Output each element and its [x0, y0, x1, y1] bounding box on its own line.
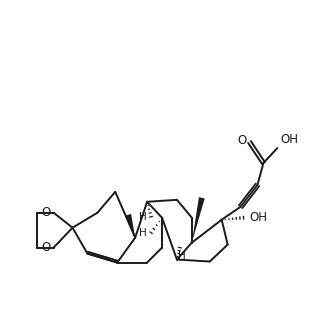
Text: O: O: [41, 241, 50, 254]
Polygon shape: [192, 197, 205, 243]
Text: H: H: [139, 228, 147, 238]
Text: O: O: [237, 134, 246, 147]
Text: OH: OH: [250, 211, 268, 224]
Text: OH: OH: [281, 133, 299, 146]
Text: H: H: [139, 212, 147, 222]
Polygon shape: [125, 214, 135, 238]
Text: H: H: [178, 251, 186, 261]
Text: O: O: [41, 206, 50, 219]
